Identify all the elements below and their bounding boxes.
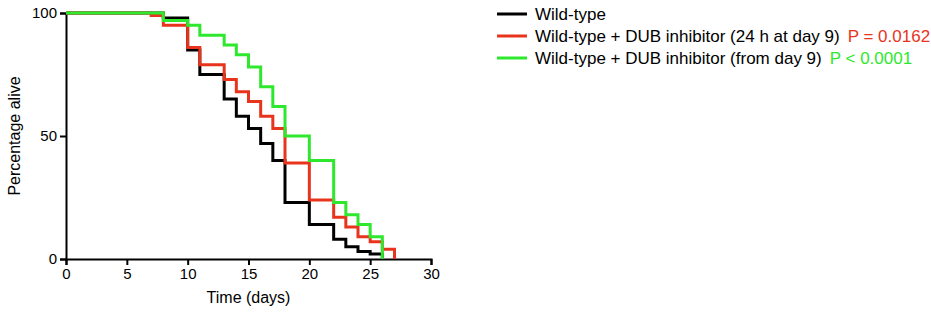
- x-axis-title: Time (days): [207, 289, 291, 306]
- tick-label: 30: [423, 265, 440, 282]
- y-axis-title: Percentage alive: [6, 76, 23, 195]
- legend: Wild-type Wild-type + DUB inhibitor (24 h…: [497, 5, 930, 68]
- legend-label: Wild-type: [535, 5, 606, 24]
- legend-label: Wild-type + DUB inhibitor (from day 9): [535, 49, 822, 68]
- x-axis: 0 5 10 15 20 25 30: [62, 259, 440, 282]
- tick-label: 0: [62, 265, 70, 282]
- p-value: P < 0.0001: [830, 49, 912, 68]
- tick-label: 5: [123, 265, 131, 282]
- tick: 5: [123, 259, 131, 282]
- survival-curve: [66, 13, 382, 259]
- p-value: P = 0.0162: [848, 27, 930, 46]
- chart: 0 5 10 15 20 25 30 0 50 100 Time (days) Percentage …: [0, 0, 931, 319]
- tick-label: 25: [362, 265, 379, 282]
- legend-swatch: [497, 13, 527, 16]
- tick: 15: [241, 259, 258, 282]
- tick-label: 50: [40, 127, 57, 144]
- tick-label: 100: [32, 4, 57, 21]
- survival-curve: [66, 13, 395, 259]
- tick: 50: [40, 127, 66, 144]
- tick: 0: [49, 250, 66, 267]
- axis-line: [60, 14, 67, 260]
- tick: 10: [180, 259, 197, 282]
- tick: 0: [62, 259, 70, 282]
- tick-mark: [60, 259, 66, 261]
- tick: 30: [423, 259, 440, 282]
- survival-curve: [66, 13, 382, 259]
- tick-label: 10: [180, 265, 197, 282]
- tick-mark: [60, 13, 66, 15]
- legend-label: Wild-type + DUB inhibitor (24 h at day 9…: [535, 27, 840, 46]
- legend-swatch: [497, 35, 527, 38]
- tick: 20: [301, 259, 318, 282]
- y-axis: 0 50 100: [32, 4, 67, 267]
- tick: 100: [32, 4, 66, 21]
- legend-swatch: [497, 57, 527, 60]
- tick: 25: [362, 259, 379, 282]
- plot-area: [66, 13, 395, 259]
- tick-label: 0: [49, 250, 57, 267]
- tick-label: 20: [301, 265, 318, 282]
- tick-mark: [60, 136, 66, 138]
- tick-label: 15: [241, 265, 258, 282]
